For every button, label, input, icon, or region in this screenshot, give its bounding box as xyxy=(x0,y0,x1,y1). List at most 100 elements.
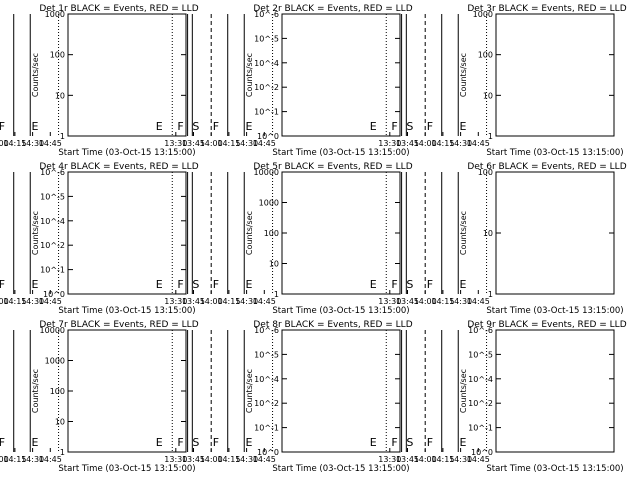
x-tick-label: 13:45 xyxy=(182,139,205,148)
phase-marker-f: F xyxy=(177,436,183,449)
x-axis-label: Start Time (03-Oct-15 13:15:00) xyxy=(272,148,409,158)
y-axis-label: Counts/sec xyxy=(245,369,254,413)
phase-marker-e: E xyxy=(31,278,38,291)
y-tick-label: 1 xyxy=(274,290,279,299)
x-tick-label: 13:45 xyxy=(182,455,205,464)
panel-det-5: Det 5r BLACK = Events, RED = LLD 1 10 100 10… xyxy=(156,162,413,316)
y-tick-label: 10^-5 xyxy=(468,350,493,359)
x-tick-label: 14:30 xyxy=(235,139,258,148)
series-events-line xyxy=(372,17,472,60)
phase-marker-f: F xyxy=(391,436,397,449)
panel-title: Det 7r BLACK = Events, RED = LLD xyxy=(39,320,198,330)
panel-det-6: Det 6r BLACK = Events, RED = LLD 1 10 100 13… xyxy=(370,162,627,316)
phase-marker-f: F xyxy=(213,120,219,133)
x-axis-label: Start Time (03-Oct-15 13:15:00) xyxy=(58,464,195,474)
y-tick-label: 1000 xyxy=(45,357,65,366)
y-tick-label: 10 xyxy=(55,91,65,100)
phase-marker-e: E xyxy=(370,120,377,133)
y-tick-label: 10^-5 xyxy=(254,350,279,359)
x-tick-label: 14:45 xyxy=(253,455,276,464)
x-tick-label: 13:45 xyxy=(182,297,205,306)
x-tick-label: 14:30 xyxy=(449,139,472,148)
plot-frame xyxy=(495,171,615,295)
y-tick-label: 10^0 xyxy=(257,132,279,141)
y-axis-label: Counts/sec xyxy=(245,211,254,255)
panel-det-2: Det 2r BLACK = Events, RED = LLD 10^0 10^-… xyxy=(156,4,413,158)
y-tick-label: 10^0 xyxy=(257,448,279,457)
y-axis-label: Counts/sec xyxy=(459,369,468,413)
phase-marker-e: E xyxy=(459,278,466,291)
phase-marker-e: E xyxy=(156,436,163,449)
series-events-line xyxy=(0,332,33,388)
phase-marker-e: E xyxy=(245,278,252,291)
y-tick-label: 100 xyxy=(264,229,279,238)
plot-frame xyxy=(281,329,401,453)
panel-det-7: Det 7r BLACK = Events, RED = LLD 1 10 100 10… xyxy=(0,320,199,474)
panel-title: Det 2r BLACK = Events, RED = LLD xyxy=(253,4,412,14)
phase-marker-f: F xyxy=(0,278,5,291)
series-events-line xyxy=(158,174,247,229)
y-tick-label: 10^-2 xyxy=(254,83,279,92)
y-tick-label: 10^-4 xyxy=(254,59,279,68)
series-lld-line xyxy=(0,17,56,47)
panel-title: Det 8r BLACK = Events, RED = LLD xyxy=(253,320,412,330)
y-tick-label: 1 xyxy=(488,132,493,141)
phase-marker-e: E xyxy=(156,278,163,291)
x-axis-label: Start Time (03-Oct-15 13:15:00) xyxy=(272,464,409,474)
plot-frame xyxy=(495,329,615,453)
x-tick-label: 14:30 xyxy=(235,455,258,464)
panel-det-3: Det 3r BLACK = Events, RED = LLD 1 10 100 10… xyxy=(370,4,627,158)
phase-marker-f: F xyxy=(213,278,219,291)
x-tick-label: 14:45 xyxy=(253,297,276,306)
y-axis-label: Counts/sec xyxy=(459,53,468,97)
phase-marker-s: S xyxy=(406,436,413,449)
x-tick-label: 14:00 xyxy=(414,139,437,148)
plot-frame xyxy=(281,171,401,295)
phase-marker-f: F xyxy=(427,120,433,133)
y-tick-label: 1000 xyxy=(473,10,493,19)
x-axis-label: Start Time (03-Oct-15 13:15:00) xyxy=(272,306,409,316)
panel-title: Det 5r BLACK = Events, RED = LLD xyxy=(253,162,412,172)
y-tick-label: 10000 xyxy=(254,168,279,177)
phase-marker-e: E xyxy=(156,120,163,133)
x-tick-label: 13:30 xyxy=(378,139,401,148)
plot-frame xyxy=(495,13,615,137)
y-tick-label: 10^-5 xyxy=(254,34,279,43)
x-tick-label: 14:45 xyxy=(467,297,490,306)
x-axis-label: Start Time (03-Oct-15 13:15:00) xyxy=(58,148,195,158)
y-tick-label: 10^0 xyxy=(471,448,493,457)
y-tick-label: 10^-6 xyxy=(254,10,279,19)
x-tick-label: 14:45 xyxy=(467,139,490,148)
x-tick-label: 14:30 xyxy=(235,297,258,306)
phase-marker-f: F xyxy=(427,278,433,291)
x-axis-label: Start Time (03-Oct-15 13:15:00) xyxy=(486,306,623,316)
x-tick-label: 14:00 xyxy=(0,297,9,306)
plot-frame xyxy=(67,171,187,295)
x-tick-label: 13:45 xyxy=(396,139,419,148)
x-tick-label: 14:00 xyxy=(200,455,223,464)
y-tick-label: 1000 xyxy=(259,199,279,208)
y-tick-label: 100 xyxy=(478,168,493,177)
x-tick-label: 14:45 xyxy=(39,297,62,306)
y-tick-label: 1 xyxy=(60,448,65,457)
x-tick-label: 14:15 xyxy=(431,139,454,148)
y-axis-label: Counts/sec xyxy=(31,369,40,413)
y-axis-label: Counts/sec xyxy=(245,53,254,97)
y-tick-label: 100 xyxy=(50,387,65,396)
plot-frame xyxy=(281,13,401,137)
phase-marker-f: F xyxy=(427,436,433,449)
phase-marker-s: S xyxy=(192,436,199,449)
y-tick-label: 10^-4 xyxy=(468,375,493,384)
y-tick-label: 10^-2 xyxy=(40,241,65,250)
phase-marker-f: F xyxy=(177,278,183,291)
x-tick-label: 14:00 xyxy=(0,139,9,148)
phase-marker-e: E xyxy=(370,436,377,449)
x-tick-label: 14:00 xyxy=(414,297,437,306)
x-tick-label: 14:30 xyxy=(449,297,472,306)
panel-title: Det 9r BLACK = Events, RED = LLD xyxy=(467,320,626,330)
plot-frame xyxy=(67,13,187,137)
y-tick-label: 10^-1 xyxy=(40,266,65,275)
y-tick-label: 100 xyxy=(478,51,493,60)
x-tick-label: 13:30 xyxy=(164,455,187,464)
x-tick-label: 14:15 xyxy=(431,455,454,464)
